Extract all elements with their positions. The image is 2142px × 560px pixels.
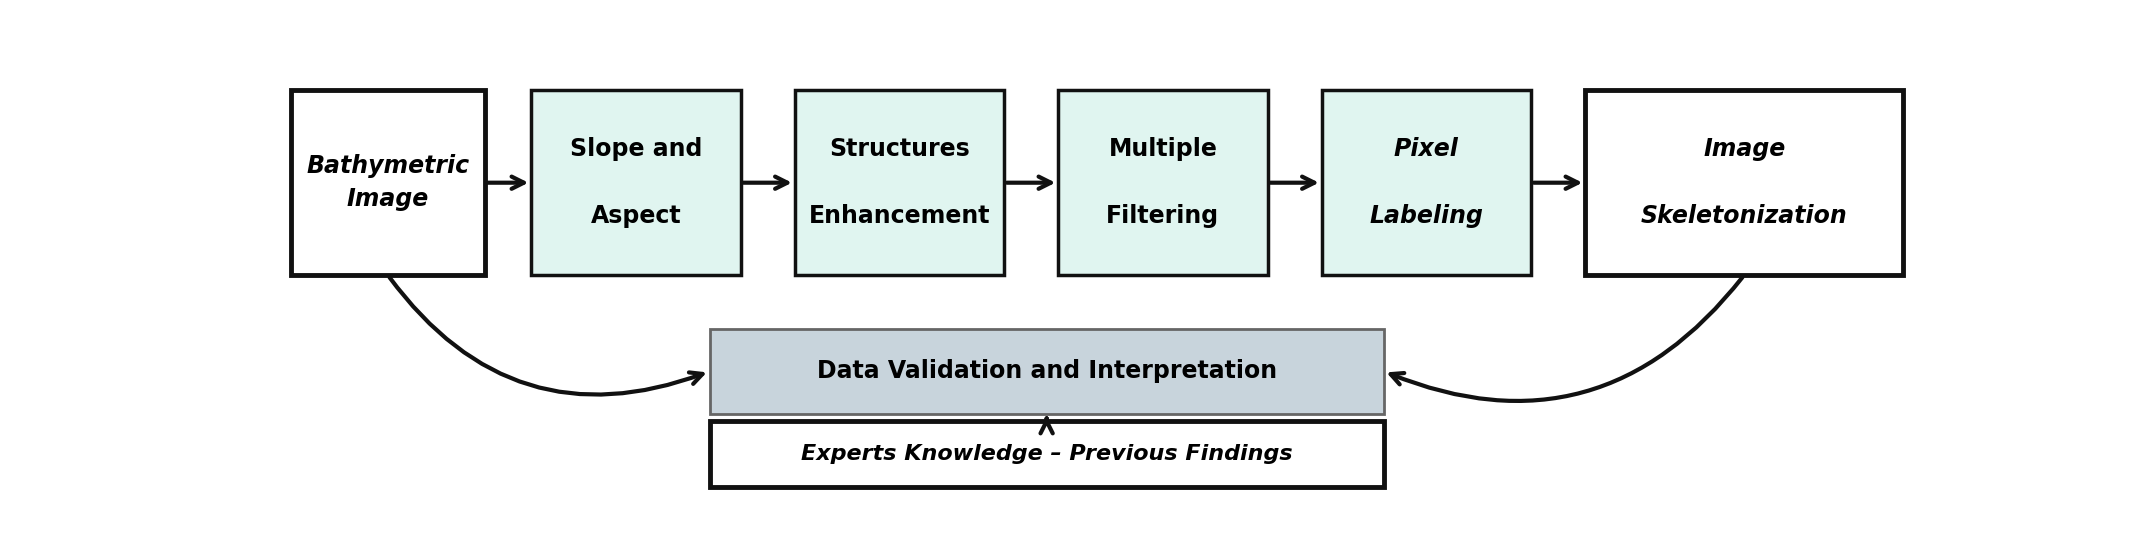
FancyBboxPatch shape bbox=[531, 90, 741, 275]
FancyBboxPatch shape bbox=[1058, 90, 1268, 275]
Text: Pixel

Labeling: Pixel Labeling bbox=[1369, 137, 1482, 228]
FancyBboxPatch shape bbox=[795, 90, 1005, 275]
Text: Image

Skeletonization: Image Skeletonization bbox=[1641, 137, 1849, 228]
FancyBboxPatch shape bbox=[1322, 90, 1532, 275]
Text: Multiple

Filtering: Multiple Filtering bbox=[1105, 137, 1219, 228]
Text: Bathymetric
Image: Bathymetric Image bbox=[306, 154, 469, 212]
Text: Data Validation and Interpretation: Data Validation and Interpretation bbox=[816, 360, 1277, 384]
FancyBboxPatch shape bbox=[1585, 90, 1902, 275]
Text: Structures

Enhancement: Structures Enhancement bbox=[810, 137, 990, 228]
FancyBboxPatch shape bbox=[291, 90, 484, 275]
Text: Slope and

Aspect: Slope and Aspect bbox=[570, 137, 703, 228]
Text: Experts Knowledge – Previous Findings: Experts Knowledge – Previous Findings bbox=[801, 444, 1292, 464]
FancyBboxPatch shape bbox=[709, 421, 1384, 487]
FancyBboxPatch shape bbox=[709, 329, 1384, 414]
